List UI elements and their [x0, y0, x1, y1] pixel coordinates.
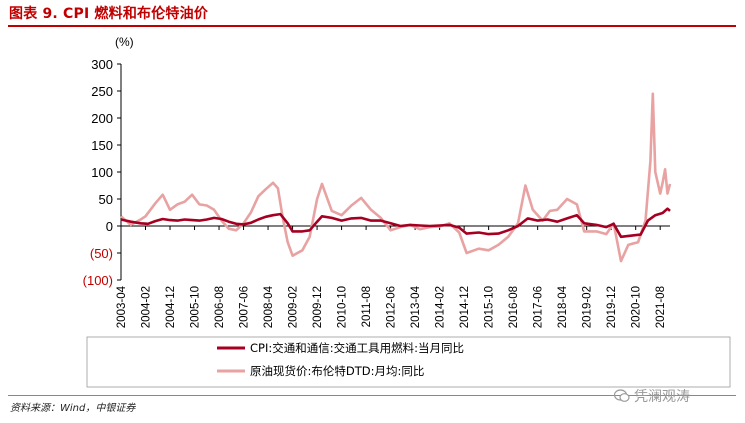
- x-tick-label: 2018-04: [557, 285, 569, 328]
- x-tick-label: 2019-12: [606, 286, 618, 328]
- y-tick-label: 150: [91, 138, 113, 153]
- x-tick-label: 2013-04: [410, 285, 422, 328]
- x-tick-label: 2017-06: [533, 286, 545, 328]
- y-tick-label: (100): [83, 273, 113, 288]
- y-tick-label: 300: [91, 57, 113, 72]
- source-note: 资料来源：Wind，中银证券: [10, 403, 136, 414]
- legend-label-1: CPI:交通和通信:交通工具用燃料:当月同比: [250, 341, 464, 355]
- y-tick-label: 250: [91, 84, 113, 99]
- x-axis: 2003-04 2004-02 2004-12 2005-10 2006-08 2007-…: [116, 226, 667, 328]
- wechat-bubble-icon: [614, 389, 630, 402]
- x-tick-label: 2019-02: [582, 286, 594, 328]
- footer-divider: [8, 395, 736, 396]
- x-tick-label: 2007-06: [239, 286, 251, 328]
- x-tick-label: 2011-08: [361, 286, 373, 327]
- x-tick-label: 2005-10: [190, 286, 202, 328]
- x-tick-label: 2004-02: [141, 286, 153, 328]
- x-tick-label: 2014-02: [435, 286, 447, 328]
- legend-label-2: 原油现货价:布伦特DTD:月均:同比: [250, 364, 424, 378]
- x-tick-label: 2021-08: [655, 286, 667, 328]
- x-tick-label: 2004-12: [165, 286, 177, 328]
- x-tick-label: 2009-12: [312, 286, 324, 328]
- chart-title: 图表 9. CPI 燃料和布伦特油价: [9, 6, 209, 22]
- x-tick-label: 2015-10: [484, 286, 496, 328]
- x-tick-label: 2008-04: [263, 285, 275, 328]
- watermark: 凭澜观涛: [614, 386, 690, 406]
- x-tick-label: 2016-08: [508, 286, 520, 328]
- x-tick-label: 2012-06: [386, 286, 398, 328]
- y-tick-label: 100: [91, 165, 113, 180]
- legend-item-1: CPI:交通和通信:交通工具用燃料:当月同比: [217, 341, 464, 355]
- legend-box: [86, 336, 731, 388]
- x-tick-label: 2014-12: [459, 286, 471, 328]
- y-tick-label: 200: [91, 111, 113, 126]
- y-axis: 300 250 200 150 100 50 0 (50) (100): [83, 57, 121, 288]
- watermark-text: 凭澜观涛: [634, 389, 690, 405]
- title-underline: [8, 25, 736, 27]
- y-tick-label: 50: [99, 192, 113, 207]
- y-axis-unit-label: (%): [115, 35, 134, 49]
- x-tick-label: 2009-02: [288, 286, 300, 328]
- series-line-1: [120, 207, 671, 239]
- x-tick-label: 2020-10: [631, 286, 643, 328]
- x-tick-label: 2003-04: [116, 285, 128, 328]
- series-layer: [120, 92, 672, 263]
- legend-item-2: 原油现货价:布伦特DTD:月均:同比: [217, 364, 424, 378]
- series-line-2: [120, 92, 672, 263]
- y-tick-label: 0: [106, 219, 113, 234]
- x-tick-label: 2010-10: [337, 286, 349, 328]
- y-tick-label: (50): [90, 246, 113, 261]
- x-tick-label: 2006-08: [214, 286, 226, 328]
